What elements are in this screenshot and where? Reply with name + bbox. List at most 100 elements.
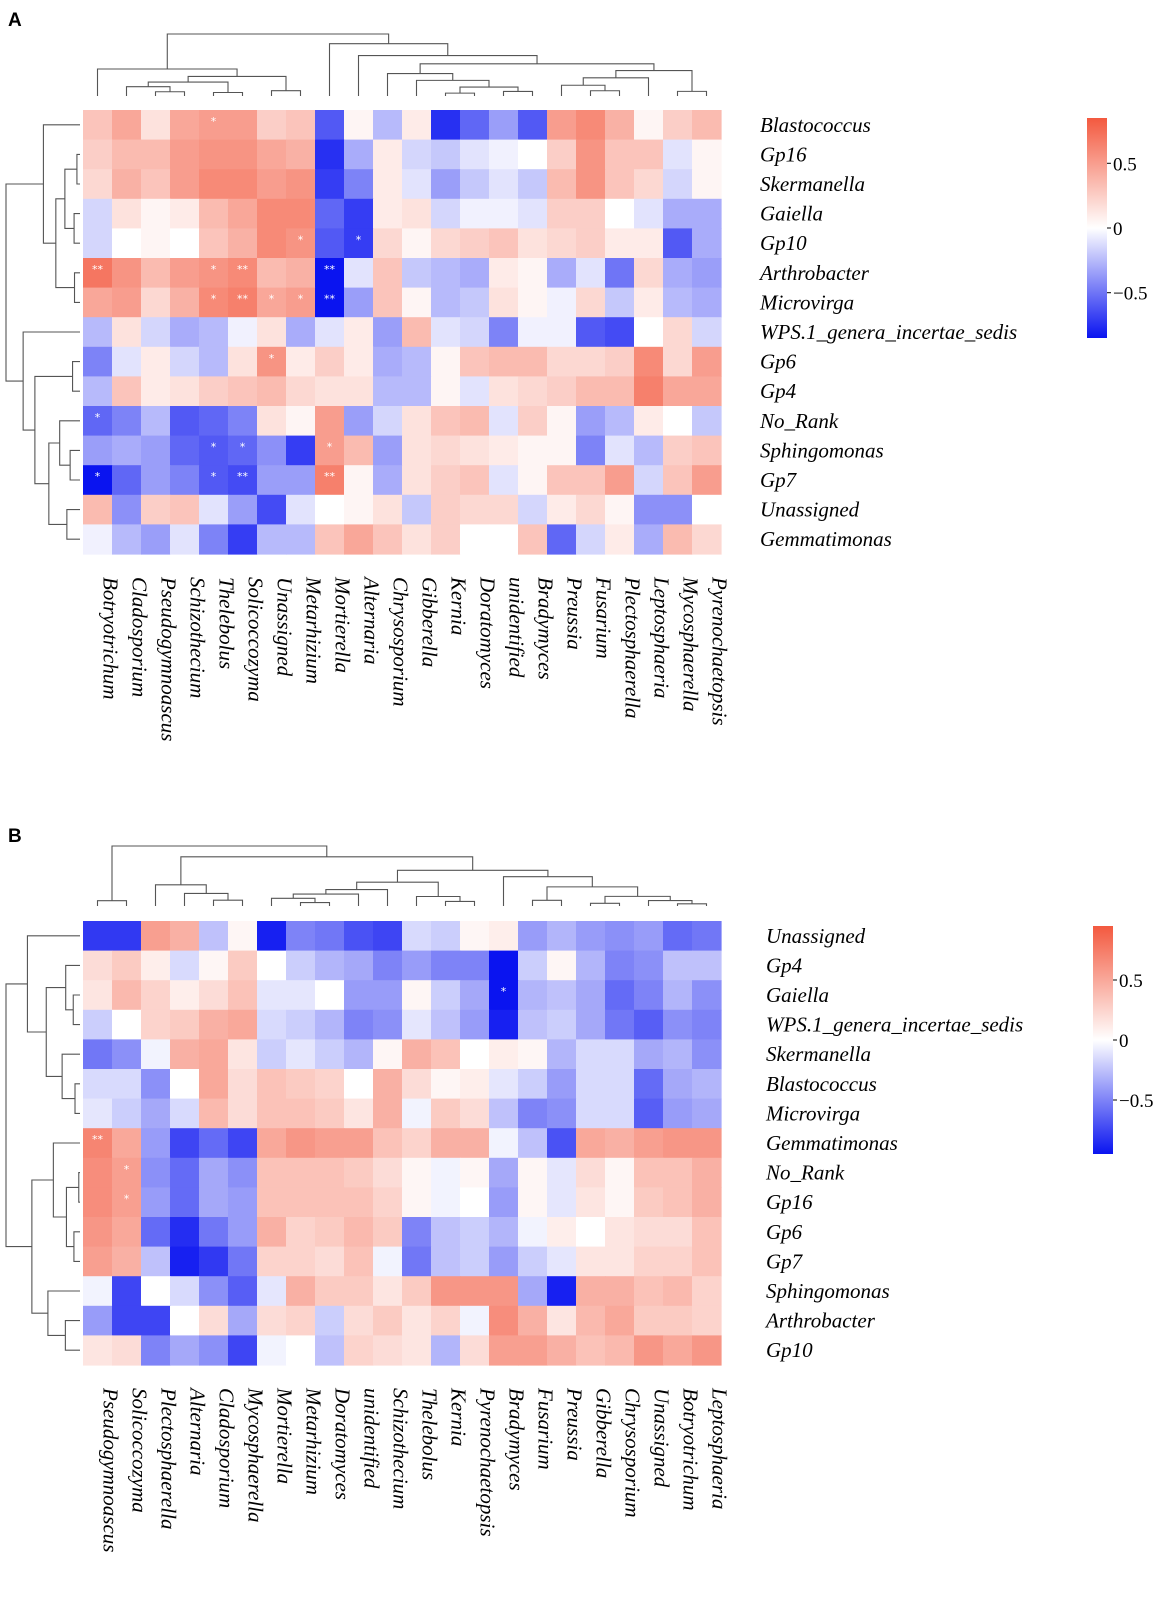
- heatmap-cell: [663, 1039, 693, 1070]
- heatmap-cell: [518, 169, 548, 200]
- row-label: Unassigned: [760, 498, 860, 522]
- heatmap-cell: [83, 465, 113, 496]
- heatmap-cell: [257, 921, 287, 952]
- heatmap-cell: [141, 1335, 171, 1366]
- heatmap-cell: [431, 1069, 461, 1100]
- heatmap-cell: [199, 950, 229, 981]
- heatmap-cell: [286, 1009, 316, 1040]
- heatmap-cell: [692, 1157, 722, 1188]
- heatmap-cell: [112, 1157, 142, 1188]
- heatmap-cell: [170, 980, 200, 1011]
- column-dendrogram-branch: [396, 869, 549, 883]
- heatmap-cell: [489, 1128, 519, 1159]
- column-label: Plectosphaerella: [621, 576, 645, 719]
- heatmap-cell: [460, 1009, 490, 1040]
- heatmap-cell: [141, 465, 171, 496]
- heatmap-cell: [257, 198, 287, 229]
- significance-marker: *: [269, 352, 275, 365]
- heatmap-cell: [286, 950, 316, 981]
- heatmap-cell: [315, 1276, 345, 1307]
- heatmap-cell: [112, 1009, 142, 1040]
- heatmap-cell: [576, 1246, 606, 1277]
- heatmap-cell: [576, 169, 606, 200]
- heatmap-cell: [460, 110, 490, 141]
- column-label: Kernia: [447, 1387, 471, 1446]
- heatmap-cell: [489, 980, 519, 1011]
- heatmap-cell: [692, 1217, 722, 1248]
- column-label: Mortierella: [273, 1387, 297, 1484]
- heatmap-cell: [605, 110, 635, 141]
- heatmap-cell: [402, 169, 432, 200]
- heatmap-cell: [373, 139, 403, 170]
- column-dendrogram-branch: [615, 69, 693, 92]
- column-label: Thelebolus: [418, 1388, 442, 1480]
- row-label: Skermanella: [766, 1042, 871, 1066]
- heatmap-cell: [460, 435, 490, 466]
- heatmap-cell: [576, 1276, 606, 1307]
- column-label: Fusarium: [534, 1387, 558, 1470]
- row-label: Arthrobacter: [764, 1309, 876, 1333]
- column-dendrogram-branch: [415, 79, 490, 96]
- significance-marker: *: [240, 441, 246, 454]
- heatmap-cell: [112, 169, 142, 200]
- heatmap-cell: [402, 1128, 432, 1159]
- heatmap-cell: [692, 1128, 722, 1159]
- heatmap-cell: [141, 1039, 171, 1070]
- heatmap-cell: [170, 376, 200, 407]
- heatmap-cell: [315, 1246, 345, 1277]
- heatmap-cell: [141, 346, 171, 377]
- heatmap-cell: [170, 1157, 200, 1188]
- heatmap-cell: [460, 376, 490, 407]
- heatmap-cell: [663, 1276, 693, 1307]
- heatmap-cell: [199, 198, 229, 229]
- heatmap-cell: [199, 346, 229, 377]
- heatmap-cell: [663, 406, 693, 437]
- heatmap-cell: [518, 198, 548, 229]
- heatmap-cell: [228, 1276, 258, 1307]
- heatmap-cell: [460, 1246, 490, 1277]
- heatmap-cell: [460, 1069, 490, 1100]
- heatmap-cell: [315, 169, 345, 200]
- heatmap-cell: [170, 317, 200, 348]
- heatmap-cell: [199, 169, 229, 200]
- heatmap-cell: [576, 921, 606, 952]
- heatmap-cell: [489, 1187, 519, 1218]
- heatmap-cell: [692, 346, 722, 377]
- heatmap-cell: [344, 287, 374, 318]
- heatmap-cell: [402, 1039, 432, 1070]
- column-label: Plectosphaerella: [157, 1387, 181, 1530]
- column-dendrogram-branch: [187, 75, 287, 91]
- heatmap-cell: [83, 1039, 113, 1070]
- row-dendrogram-branch: [66, 509, 80, 540]
- significance-marker: *: [211, 441, 217, 454]
- heatmap-cell: [170, 921, 200, 952]
- column-dendrogram-branch: [582, 77, 650, 96]
- heatmap-panel-b: *****UnassignedGp4GaiellaWPS.1_genera_in…: [5, 845, 1153, 1552]
- heatmap-cell: [634, 950, 664, 981]
- heatmap-cell: [460, 169, 490, 200]
- heatmap-cell: [605, 980, 635, 1011]
- heatmap-cell: [344, 376, 374, 407]
- heatmap-cell: [141, 1157, 171, 1188]
- heatmap-cell: [402, 950, 432, 981]
- row-dendrogram-branch: [55, 198, 75, 289]
- heatmap-cell: [402, 524, 432, 555]
- row-dendrogram-branch: [22, 331, 80, 431]
- heatmap-cell: [315, 494, 345, 525]
- column-label: Preussia: [563, 576, 587, 650]
- heatmap-cell: [547, 980, 577, 1011]
- heatmap-cell: [576, 198, 606, 229]
- heatmap-cell: [431, 1335, 461, 1366]
- significance-marker: *: [298, 293, 304, 306]
- legend-tick-label: 0.5: [1113, 154, 1137, 175]
- heatmap-cell: [431, 1276, 461, 1307]
- heatmap-cell: [315, 1305, 345, 1336]
- heatmap-cell: [489, 198, 519, 229]
- heatmap-cell: [489, 139, 519, 170]
- heatmap-cell: [547, 1098, 577, 1129]
- heatmap-cell: [141, 435, 171, 466]
- heatmap-cell: [141, 139, 171, 170]
- heatmap-cell: [344, 1098, 374, 1129]
- row-label: Gp6: [760, 350, 797, 374]
- heatmap-cell: [112, 376, 142, 407]
